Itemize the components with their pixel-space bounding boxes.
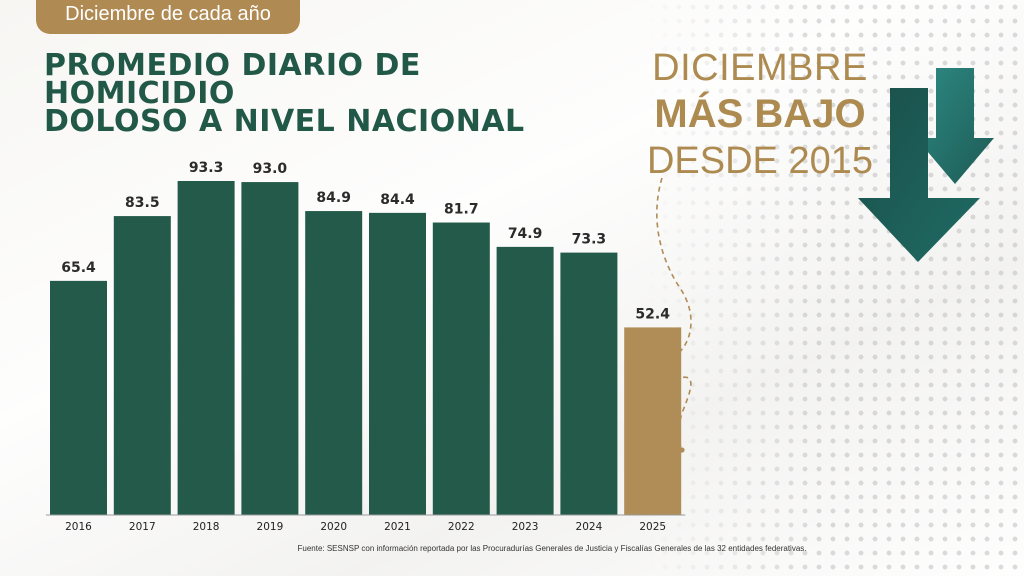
data-label-2021: 84.4 — [380, 192, 415, 208]
x-tick-2024: 2024 — [576, 521, 603, 533]
down-arrows-icon — [858, 68, 994, 262]
bar-2016 — [50, 280, 107, 515]
data-label-2025: 52.4 — [635, 306, 670, 322]
headline-line3: DESDE 2015 — [646, 140, 873, 182]
x-tick-2019: 2019 — [257, 521, 284, 533]
x-tick-2023: 2023 — [512, 521, 539, 533]
x-tick-2020: 2020 — [320, 521, 347, 533]
x-tick-2017: 2017 — [129, 521, 156, 533]
bar-2017 — [113, 216, 171, 516]
bar-2018 — [177, 181, 235, 515]
data-label-2022: 81.7 — [444, 202, 479, 218]
data-label-2017: 83.5 — [125, 195, 160, 211]
period-tag-label: Diciembre de cada año — [65, 2, 271, 25]
down-arrow-icon — [916, 68, 994, 184]
headline-line1: DICIEMBRE — [652, 47, 868, 89]
data-label-2016: 65.4 — [61, 260, 96, 276]
chart-title-line1: PROMEDIO DIARIO DE HOMICIDIO — [44, 48, 421, 111]
data-label-2019: 93.0 — [253, 161, 288, 177]
x-tick-2022: 2022 — [448, 521, 475, 533]
x-tick-2016: 2016 — [65, 521, 92, 533]
bar-2021 — [369, 212, 426, 516]
data-label-2020: 84.9 — [316, 190, 351, 206]
data-label-2023: 74.9 — [508, 226, 543, 242]
bar-2025 — [624, 327, 682, 515]
bar-2020 — [305, 211, 363, 515]
headline-line2: MÁS BAJO — [654, 92, 866, 136]
chart-title-line2: DOLOSO A NIVEL NACIONAL — [44, 104, 525, 139]
headline: DICIEMBRE MÁS BAJO DESDE 2015 — [640, 46, 880, 184]
bar-2022 — [432, 222, 490, 516]
x-tick-2021: 2021 — [384, 521, 411, 533]
x-tick-2018: 2018 — [193, 521, 220, 533]
data-label-2018: 93.3 — [189, 160, 224, 176]
period-tag: Diciembre de cada año — [36, 0, 300, 34]
chart-title: PROMEDIO DIARIO DE HOMICIDIO DOLOSO A NI… — [44, 48, 584, 139]
data-label-2024: 73.3 — [572, 232, 607, 248]
bar-2024 — [560, 252, 618, 516]
x-tick-2025: 2025 — [639, 521, 666, 533]
source-note: Fuente: SESNSP con información reportada… — [297, 544, 807, 553]
down-arrow-icon — [858, 88, 980, 262]
bar-2023 — [496, 246, 554, 515]
bar-2019 — [241, 182, 299, 515]
